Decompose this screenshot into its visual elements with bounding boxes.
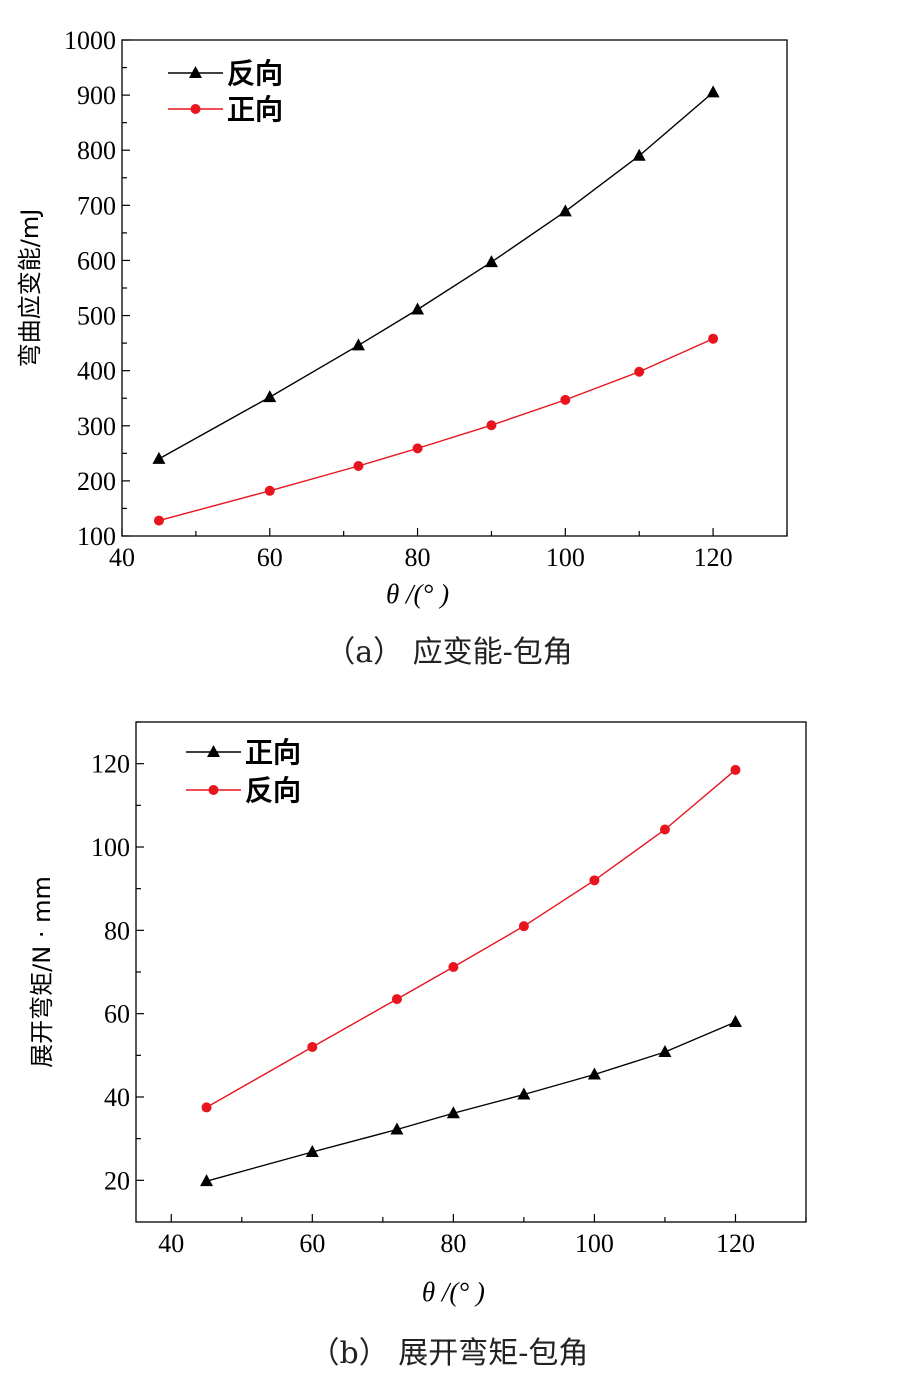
data-point <box>448 962 459 972</box>
chart-a-strain-energy: 40 60 80 100 120 100 200 300 400 500 600 700 800 900 1… <box>16 26 788 670</box>
y-tick-label: 600 <box>77 246 116 275</box>
data-point <box>152 451 166 464</box>
legend-label: 反向 <box>245 774 301 807</box>
x-tick-label: 120 <box>716 1229 755 1258</box>
data-point <box>486 420 497 431</box>
data-point <box>153 515 164 526</box>
figure-caption: （a） 应变能-包角 <box>325 635 573 670</box>
x-tick-label: 80 <box>405 543 431 572</box>
y-tick-label: 80 <box>104 916 130 945</box>
data-point <box>634 366 645 377</box>
data-point <box>264 485 275 496</box>
chart-b-unfold-moment: 40 60 80 100 120 20 40 60 80 100 120 展开弯矩/N · mm θ /… <box>28 721 807 1371</box>
x-axis-label: θ /(° ) <box>386 579 449 609</box>
data-point <box>263 390 277 403</box>
legend-marker <box>190 104 201 114</box>
legend-label: 正向 <box>227 93 283 126</box>
data-point <box>517 1087 531 1100</box>
data-point <box>412 443 423 454</box>
x-tick-label: 60 <box>257 543 283 572</box>
series-2 <box>153 333 719 526</box>
x-tick-label: 120 <box>694 543 733 572</box>
data-point <box>589 875 600 886</box>
legend-label: 反向 <box>227 57 283 90</box>
x-tick-label: 100 <box>546 543 585 572</box>
x-tick-label: 60 <box>299 1229 325 1258</box>
y-tick-label: 700 <box>77 191 116 220</box>
data-point <box>558 204 572 217</box>
data-point <box>391 994 402 1005</box>
data-point <box>353 461 364 472</box>
series-1 <box>200 1015 742 1187</box>
series-line <box>158 338 714 522</box>
y-tick-label: 120 <box>91 750 130 779</box>
series-line <box>206 769 736 1109</box>
y-tick-label: 900 <box>77 81 116 110</box>
legend-marker <box>208 785 219 795</box>
y-tick-label: 40 <box>104 1083 130 1112</box>
figure-caption: （b） 展开弯矩-包角 <box>310 1336 589 1371</box>
x-tick-label: 80 <box>440 1229 466 1258</box>
plot-frame <box>135 721 807 1223</box>
data-point <box>632 148 646 161</box>
y-axis-label: 展开弯矩/N · mm <box>28 876 56 1068</box>
data-point <box>307 1042 318 1052</box>
data-point <box>706 85 720 98</box>
y-axis-label: 弯曲应变能/mJ <box>16 209 44 368</box>
legend-label: 正向 <box>245 736 301 769</box>
data-point <box>560 394 571 405</box>
legend-marker <box>189 66 202 78</box>
data-point <box>659 824 670 835</box>
y-tick-label: 20 <box>104 1166 130 1195</box>
series-1 <box>152 85 720 464</box>
y-tick-label: 200 <box>77 467 116 496</box>
legend-marker <box>207 745 220 757</box>
series-2 <box>201 764 741 1113</box>
data-point <box>728 1015 742 1027</box>
data-point <box>390 1122 404 1135</box>
x-axis-label: θ /(° ) <box>422 1277 485 1307</box>
data-point <box>201 1102 212 1113</box>
y-tick-label: 800 <box>77 136 116 165</box>
y-tick-label: 60 <box>104 1000 130 1029</box>
data-point <box>351 338 365 351</box>
data-point <box>658 1045 672 1057</box>
data-point <box>730 764 741 775</box>
x-tick-label: 40 <box>158 1229 184 1258</box>
data-point <box>518 921 529 932</box>
y-tick-label: 400 <box>77 357 116 386</box>
x-tick-label: 40 <box>109 543 135 572</box>
y-tick-label: 300 <box>77 412 116 441</box>
y-tick-label: 1000 <box>64 26 116 55</box>
data-point <box>305 1145 319 1157</box>
y-tick-label: 100 <box>77 522 116 551</box>
data-point <box>411 302 425 315</box>
data-point <box>200 1174 214 1187</box>
y-tick-label: 100 <box>91 833 130 862</box>
data-point <box>484 255 498 268</box>
data-point <box>587 1067 601 1080</box>
x-tick-label: 100 <box>575 1229 614 1258</box>
series-line <box>206 1021 736 1182</box>
series-line <box>158 91 714 460</box>
data-point <box>708 333 719 344</box>
data-point <box>446 1106 460 1119</box>
y-tick-label: 500 <box>77 302 116 331</box>
